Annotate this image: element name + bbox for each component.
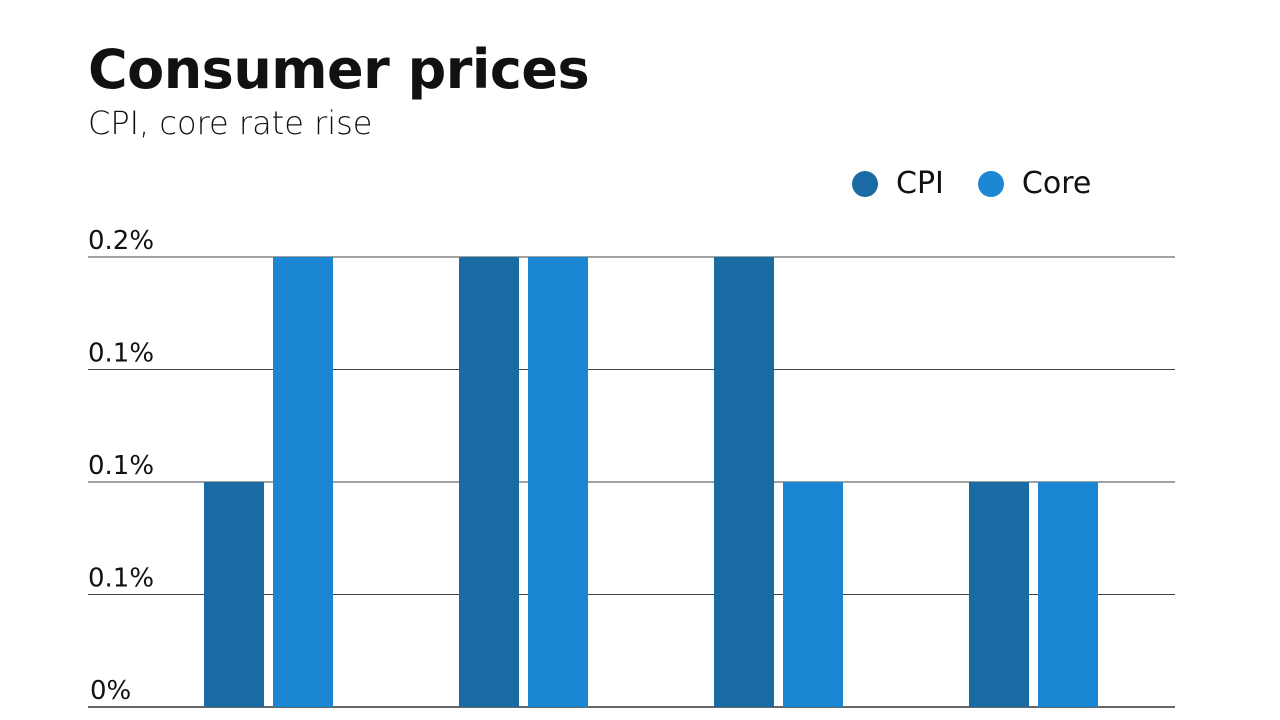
legend-label: CPI (896, 166, 944, 201)
bar-cpi (969, 482, 1029, 707)
y-tick-label: 0% (90, 676, 131, 706)
legend-swatch-core (977, 170, 1004, 197)
bar-cpi (714, 257, 774, 707)
legend-swatch-cpi (852, 170, 878, 197)
bar-core (1038, 482, 1098, 707)
chart-title: Consumer prices (88, 38, 590, 101)
bar-core (528, 257, 588, 707)
legend-item-cpi: CPI (852, 166, 944, 201)
y-tick-label: 0.1% (88, 339, 154, 369)
y-tick-label: 0.2% (88, 226, 154, 256)
legend-label: Core (1021, 166, 1092, 201)
y-tick-label: 0.1% (88, 451, 154, 481)
bar-cpi (204, 482, 264, 707)
bar-cpi (459, 257, 519, 707)
bar-core (273, 257, 333, 707)
chart-subtitle: CPI, core rate rise (88, 104, 373, 142)
y-tick-label: 0.1% (88, 564, 154, 594)
legend-item-core: Core (977, 166, 1092, 201)
bar-core (783, 482, 843, 707)
legend: CPI Core (852, 166, 1125, 201)
